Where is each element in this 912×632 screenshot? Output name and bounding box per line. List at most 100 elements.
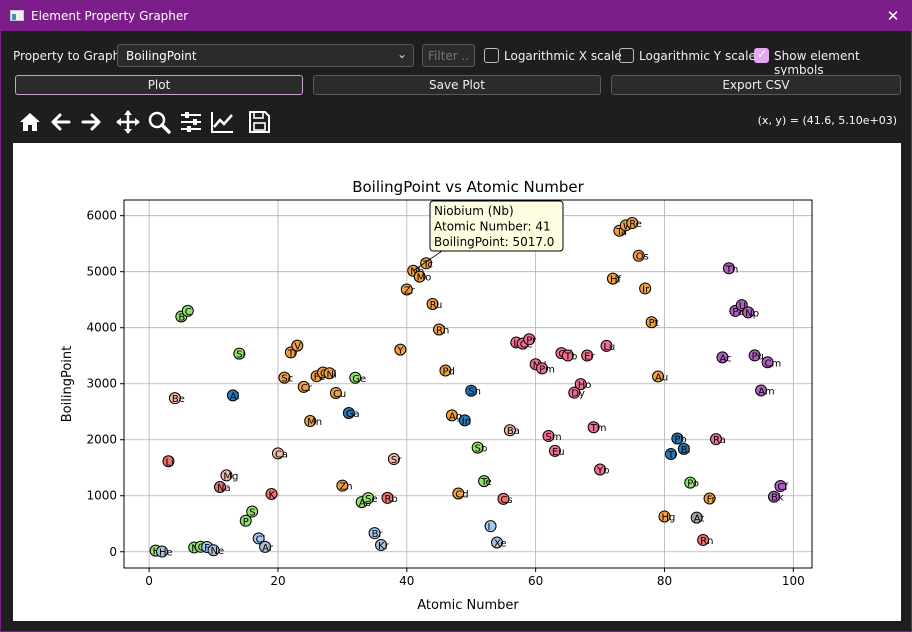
point-symbol-label: Ho: [578, 380, 592, 391]
data-point: [433, 323, 446, 336]
home-icon[interactable]: [17, 109, 43, 135]
point-symbol-label: Cm: [765, 358, 782, 369]
point-symbol-label: Ba: [507, 426, 520, 437]
point-symbol-label: Lu: [604, 342, 616, 353]
point-symbol-label: Er: [584, 352, 595, 363]
point-symbol-label: Tb: [564, 352, 577, 363]
data-point: [233, 347, 246, 360]
point-symbol-label: Th: [725, 264, 738, 275]
data-point: [252, 532, 265, 545]
data-point: [671, 432, 684, 445]
data-point: [329, 386, 342, 399]
point-symbol-label: Te: [480, 477, 492, 488]
configure-subplots-icon[interactable]: [178, 109, 204, 135]
data-point: [220, 469, 233, 482]
x-tick-label: 60: [528, 574, 543, 588]
filter-input[interactable]: [422, 44, 475, 67]
tooltip-line: Atomic Number: 41: [434, 220, 551, 234]
data-point: [703, 492, 716, 505]
data-point: [156, 545, 169, 558]
point-symbol-label: C: [185, 307, 192, 318]
point-symbol-label: Mo: [417, 273, 432, 284]
point-symbol-label: As: [359, 498, 371, 509]
edit-axis-icon[interactable]: [209, 109, 235, 135]
point-symbol-label: Xe: [494, 539, 507, 550]
data-point: [536, 362, 549, 375]
chevron-down-icon: ⌄: [396, 47, 407, 61]
x-tick-label: 20: [270, 574, 285, 588]
export-csv-button[interactable]: Export CSV: [611, 75, 901, 95]
x-tick-label: 40: [399, 574, 414, 588]
data-point: [710, 433, 723, 446]
point-symbol-label: Zr: [404, 286, 416, 297]
point-symbol-label: Rb: [384, 494, 397, 505]
data-point: [503, 424, 516, 437]
data-point: [497, 492, 510, 505]
show-symbols-checkbox[interactable]: [754, 47, 769, 63]
point-symbol-label: P: [243, 517, 249, 528]
y-tick-label: 5000: [86, 265, 117, 279]
x-tick-label: 0: [145, 574, 153, 588]
point-symbol-label: Ce: [520, 340, 533, 351]
data-point: [574, 378, 587, 391]
point-symbol-label: Am: [758, 386, 775, 397]
point-symbol-label: Cl: [256, 534, 266, 545]
zoom-icon[interactable]: [146, 109, 172, 135]
data-point: [478, 475, 491, 488]
y-tick-label: 0: [109, 545, 117, 559]
y-axis-label: BoilingPoint: [60, 346, 75, 422]
log-x-label: Logarithmic X scale: [504, 49, 622, 63]
hover-tooltip: Niobium (Nb) Atomic Number: 41BoilingPoin…: [413, 200, 564, 272]
data-point: [600, 339, 613, 352]
point-symbol-label: In: [462, 416, 471, 427]
forward-icon[interactable]: [78, 109, 104, 135]
data-point: [168, 392, 181, 405]
data-point: [755, 384, 768, 397]
plot-button[interactable]: Plot: [15, 75, 303, 95]
data-point: [742, 306, 755, 319]
point-symbol-label: Br: [372, 529, 384, 540]
log-y-checkbox[interactable]: [619, 48, 634, 63]
data-point: [581, 349, 594, 362]
point-symbol-label: Cr: [301, 383, 313, 394]
data-point: [259, 540, 272, 553]
save-icon[interactable]: [246, 109, 272, 135]
point-symbol-label: I: [488, 522, 491, 533]
point-symbol-label: Li: [165, 457, 173, 468]
point-symbol-label: Pa: [732, 307, 744, 318]
point-symbol-label: Os: [636, 252, 649, 263]
data-point: [626, 217, 639, 230]
property-select-value: BoilingPoint: [126, 49, 197, 63]
point-symbol-label: Pu: [752, 351, 764, 362]
data-point: [207, 544, 220, 557]
data-point: [304, 415, 317, 428]
point-symbol-label: Cd: [455, 490, 468, 501]
data-points: HHeLiBeBCNOFNeNaMgAlSiPSClArKCaScTiVCrMn…: [149, 217, 788, 559]
y-tick-label: 4000: [86, 321, 117, 335]
point-symbol-label: Pm: [539, 364, 555, 375]
data-point: [349, 371, 362, 384]
save-plot-button[interactable]: Save Plot: [313, 75, 601, 95]
point-symbol-label: Tl: [667, 450, 677, 461]
data-point: [561, 349, 574, 362]
point-symbol-label: Si: [236, 350, 245, 361]
pan-icon[interactable]: [115, 109, 141, 135]
back-icon[interactable]: [48, 109, 74, 135]
log-y-label: Logarithmic Y scale: [639, 49, 756, 63]
data-point: [323, 367, 336, 380]
point-symbol-label: N: [191, 543, 198, 554]
title-bar: Element Property Grapher ✕: [1, 1, 911, 31]
property-select[interactable]: BoilingPoint ⌄: [117, 44, 414, 67]
point-symbol-label: Np: [745, 308, 759, 319]
data-point: [690, 511, 703, 524]
point-symbol-label: Hg: [661, 512, 675, 523]
data-point: [471, 441, 484, 454]
close-icon[interactable]: ✕: [886, 7, 900, 25]
data-point: [213, 481, 226, 494]
point-symbol-label: Ga: [346, 409, 360, 420]
log-x-checkbox[interactable]: [484, 48, 499, 63]
data-point: [542, 429, 555, 442]
point-symbol-label: Ir: [642, 284, 650, 295]
point-symbol-label: Sb: [475, 444, 488, 455]
